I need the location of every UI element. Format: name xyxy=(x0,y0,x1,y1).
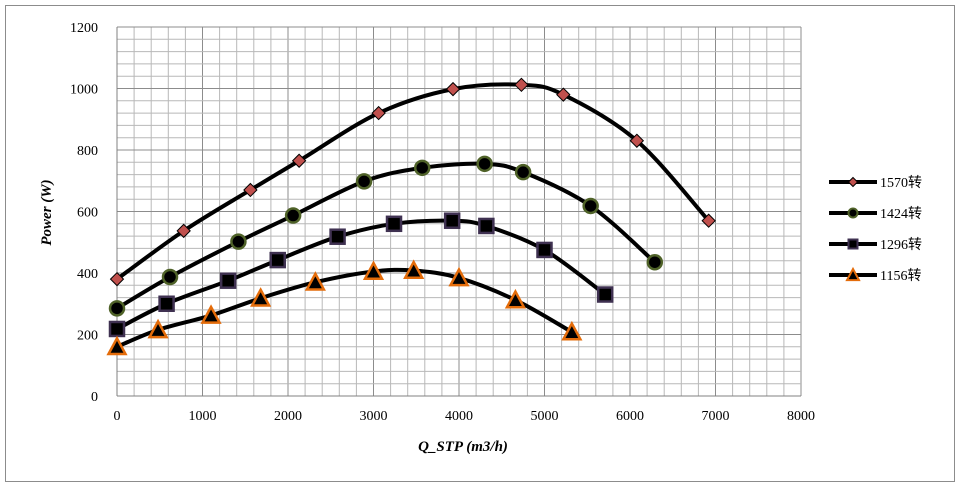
data-point-marker xyxy=(561,320,583,341)
data-point-marker xyxy=(701,213,716,228)
data-point-marker xyxy=(596,286,614,303)
data-point-marker xyxy=(448,266,470,287)
series-lines xyxy=(115,82,711,349)
data-point-marker xyxy=(291,153,307,168)
data-point-marker xyxy=(176,223,191,239)
data-point-marker xyxy=(371,105,386,121)
data-point-marker xyxy=(403,259,425,280)
data-point-marker xyxy=(478,217,495,235)
data-point-marker xyxy=(243,182,258,198)
data-point-marker xyxy=(304,271,326,291)
data-point-marker xyxy=(556,87,571,102)
x-tick-label: 4000 xyxy=(445,409,473,424)
data-point-marker xyxy=(504,288,527,309)
data-point-marker xyxy=(219,272,237,289)
data-point-marker xyxy=(413,159,431,177)
series-line-1 xyxy=(115,82,711,282)
legend-label: 1424转 xyxy=(880,206,922,222)
series-line-3 xyxy=(115,218,608,331)
legend-label: 1296转 xyxy=(880,237,922,253)
data-point-marker xyxy=(329,228,346,245)
legend: 1570转 1424转 1296转 1156转 xyxy=(829,175,922,284)
data-point-marker xyxy=(284,207,302,224)
data-point-marker xyxy=(109,271,125,287)
legend-label: 1156转 xyxy=(880,268,921,284)
x-tick-label: 1000 xyxy=(189,409,217,424)
y-tick-label: 0 xyxy=(91,390,98,405)
data-point-marker xyxy=(147,318,169,339)
data-point-marker xyxy=(646,253,664,271)
data-point-marker xyxy=(443,212,461,229)
series-line-2 xyxy=(115,161,657,311)
data-point-marker xyxy=(161,268,179,286)
series-line-4 xyxy=(115,267,574,349)
data-point-marker xyxy=(106,335,128,356)
grid xyxy=(116,26,802,397)
y-tick-label: 800 xyxy=(77,144,98,159)
legend-marker xyxy=(847,207,859,219)
data-point-marker xyxy=(230,233,247,250)
legend-marker xyxy=(847,238,859,250)
y-tick-label: 400 xyxy=(77,267,98,282)
data-point-marker xyxy=(445,81,461,97)
y-tick-label: 1000 xyxy=(70,83,98,98)
legend-label: 1570转 xyxy=(880,175,922,191)
x-tick-label: 5000 xyxy=(531,409,559,424)
y-axis-title: Power (W) xyxy=(39,179,55,245)
data-point-marker xyxy=(250,287,272,307)
y-tick-label: 200 xyxy=(77,329,98,344)
data-point-marker xyxy=(108,300,126,317)
chart-frame xyxy=(5,5,955,482)
x-tick-label: 6000 xyxy=(616,409,644,424)
data-point-marker xyxy=(385,215,403,233)
x-tick-label: 3000 xyxy=(360,409,388,424)
data-point-marker xyxy=(514,77,529,93)
data-point-marker xyxy=(629,133,645,148)
x-axis-title: Q_STP (m3/h) xyxy=(418,439,508,455)
series-markers xyxy=(106,77,716,356)
x-tick-label: 0 xyxy=(114,409,121,424)
data-point-marker xyxy=(200,304,222,324)
data-point-marker xyxy=(514,163,532,181)
data-point-marker xyxy=(476,155,493,173)
x-tick-label: 2000 xyxy=(274,409,302,424)
data-point-marker xyxy=(269,251,286,269)
legend-marker xyxy=(845,266,861,282)
y-tick-label: 600 xyxy=(77,206,98,221)
data-point-marker xyxy=(536,241,553,259)
data-point-marker xyxy=(158,295,175,312)
y-tick-label: 1200 xyxy=(70,21,98,36)
data-point-marker xyxy=(108,320,126,338)
data-point-marker xyxy=(355,173,373,190)
tick-labels: 0 1000 2000 3000 4000 5000 6000 7000 8000 0 200 400… xyxy=(70,21,815,424)
x-tick-label: 7000 xyxy=(702,409,730,424)
legend-marker xyxy=(847,176,859,188)
x-tick-label: 8000 xyxy=(787,409,815,424)
data-point-marker xyxy=(582,197,599,215)
data-point-marker xyxy=(362,260,385,280)
